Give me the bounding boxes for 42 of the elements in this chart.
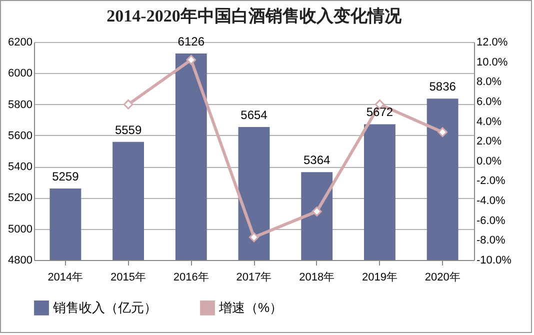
data-label: 5259	[52, 170, 80, 184]
point	[249, 232, 259, 242]
data-label: 6126	[178, 34, 205, 49]
y-tick-label: 5200	[8, 192, 32, 204]
point	[186, 54, 196, 65]
point	[438, 127, 448, 138]
x-tick-label: 2015年	[110, 272, 146, 284]
y2-tick-label: -2.0%	[476, 175, 506, 188]
y2-tick-label: 4.0%	[476, 116, 502, 128]
y2-tick-label: 0.0%	[476, 155, 502, 168]
y-tick-label: 4800	[8, 254, 32, 266]
y-tick-label: 5000	[8, 223, 32, 236]
y2-tick-label: -4.0%	[476, 195, 506, 208]
y2-tick-label: 10.0%	[476, 56, 508, 68]
data-label: 5836	[429, 80, 456, 94]
y2-tick-label: -10.0%	[476, 254, 512, 266]
point	[312, 206, 322, 216]
data-label: 5672	[366, 105, 394, 120]
y-tick-label: 5600	[8, 130, 32, 142]
y-tick-label: 5800	[8, 98, 32, 111]
legend-label: 销售收入（亿元）	[52, 300, 157, 315]
x-tick-label: 2018年	[299, 272, 335, 284]
x-tick-label: 2016年	[173, 272, 209, 284]
x-tick-label: 2020年	[424, 272, 460, 284]
y2-tick-label: 12.0%	[476, 36, 508, 48]
data-label: 5364	[304, 153, 331, 168]
y2-tick-label: -8.0%	[476, 234, 506, 247]
x-tick-label: 2014年	[48, 272, 84, 284]
y-tick-label: 6200	[8, 36, 32, 48]
y2-tick-label: 2.0%	[476, 136, 502, 148]
y2-tick-label: -6.0%	[476, 214, 506, 227]
y-tick-label: 5400	[8, 161, 32, 174]
point	[123, 99, 134, 110]
chart-title: 2014-2020年中国白酒销售收入变化情况	[106, 6, 402, 26]
legend-label: 增速（%）	[218, 300, 283, 315]
y-tick-label: 6000	[8, 68, 32, 80]
x-tick-label: 2017年	[236, 272, 272, 284]
y2-tick-label: 6.0%	[476, 96, 502, 108]
data-label: 5654	[240, 108, 268, 122]
data-label: 5559	[114, 122, 142, 137]
x-tick-label: 2019年	[362, 272, 398, 284]
y2-tick-label: 8.0%	[476, 76, 502, 88]
